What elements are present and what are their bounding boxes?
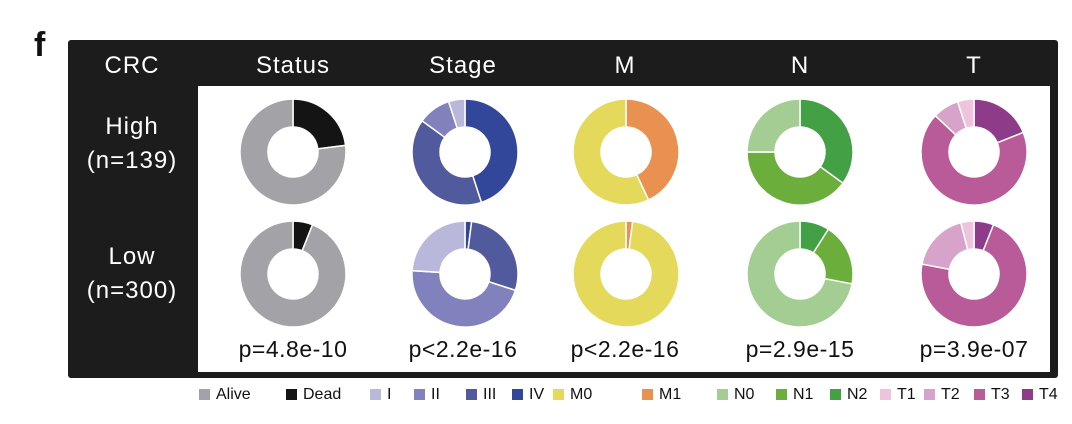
legend-item-n1: N1 (776, 386, 813, 404)
legend-swatch-ii (414, 388, 425, 400)
legend-label-t1: T1 (897, 386, 916, 403)
slice-high-n-n1 (746, 151, 844, 206)
legend-label-m0: M0 (570, 386, 593, 403)
donut-high-stage (411, 98, 519, 206)
p-value-stage: p<2.2e-16 (408, 336, 518, 362)
slice-high-m-m1 (625, 98, 680, 201)
legend-item-m0: M0 (553, 386, 592, 404)
legend-item-i: I (370, 386, 391, 404)
donut-low-n (746, 220, 854, 328)
p-value-m: p<2.2e-16 (570, 336, 680, 362)
slice-high-n-n2 (799, 98, 854, 185)
panel-letter: f (34, 26, 46, 64)
donut-low-t (920, 220, 1028, 328)
slice-low-stage-ii (411, 269, 517, 328)
legend-item-t1: T1 (880, 386, 916, 404)
legend-item-dead: Dead (286, 386, 341, 404)
legend-item-n0: N0 (717, 386, 754, 404)
legend-swatch-alive (199, 388, 210, 400)
legend-label-n2: N2 (847, 386, 868, 403)
legend-item-iii: III (466, 386, 496, 404)
legend: Alive Dead I II III IV M0 M1 N0 N1 N2 T1 T2 T3 T4 (0, 386, 1072, 416)
slice-low-stage-iii (467, 220, 519, 292)
legend-swatch-t3 (974, 388, 985, 400)
legend-label-dead: Dead (303, 386, 342, 403)
p-value-t: p=3.9e-07 (919, 336, 1029, 362)
legend-swatch-n0 (717, 388, 728, 400)
legend-label-ii: II (431, 386, 440, 403)
legend-swatch-n2 (830, 388, 841, 400)
p-value-status: p=4.8e-10 (238, 336, 348, 362)
slice-high-t-t3 (920, 114, 1028, 206)
legend-label-iii: III (483, 386, 497, 403)
donut-low-m (572, 220, 680, 328)
legend-item-t3: T3 (974, 386, 1010, 404)
column-header-status: Status (255, 52, 331, 79)
slice-low-status-alive (239, 220, 347, 328)
legend-swatch-iv (512, 388, 523, 400)
column-header-n: N (790, 52, 810, 79)
row-n-low: (n=300) (86, 277, 178, 304)
legend-label-alive: Alive (216, 386, 251, 403)
legend-item-t4: T4 (1022, 386, 1058, 404)
slice-low-t-t3 (920, 223, 1028, 328)
donut-high-n (746, 98, 854, 206)
donut-low-stage (411, 220, 519, 328)
legend-label-i: I (387, 386, 392, 403)
corner-label: CRC (104, 52, 160, 79)
legend-swatch-m0 (553, 388, 564, 400)
slice-low-stage-i (411, 220, 466, 274)
legend-swatch-n1 (776, 388, 787, 400)
legend-label-n0: N0 (734, 386, 755, 403)
donut-low-status (239, 220, 347, 328)
slice-low-m-m0 (572, 220, 680, 328)
row-label-high: High (105, 113, 159, 140)
slice-high-status-dead (292, 98, 347, 150)
legend-swatch-iii (466, 388, 477, 400)
legend-item-t2: T2 (924, 386, 960, 404)
column-header-m: M (614, 52, 636, 79)
legend-label-n1: N1 (793, 386, 814, 403)
slice-high-stage-i (447, 98, 466, 130)
legend-item-ii: II (414, 386, 440, 404)
legend-swatch-t2 (924, 388, 935, 400)
donut-high-m (572, 98, 680, 206)
slice-low-n-n0 (746, 220, 853, 328)
legend-item-m1: M1 (642, 386, 681, 404)
legend-label-t4: T4 (1039, 386, 1058, 403)
legend-swatch-m1 (642, 388, 653, 400)
legend-swatch-t4 (1022, 388, 1033, 400)
legend-swatch-i (370, 388, 381, 400)
slice-high-stage-iv (464, 98, 519, 204)
legend-label-t2: T2 (941, 386, 960, 403)
slice-high-n-n0 (746, 98, 801, 153)
row-label-low: Low (108, 243, 156, 270)
donut-high-t (920, 98, 1028, 206)
legend-swatch-dead (286, 388, 297, 400)
slice-low-t-t1 (959, 220, 975, 251)
slice-high-status-alive (239, 98, 347, 206)
slice-low-t-t2 (921, 221, 969, 271)
donut-high-status (239, 98, 347, 206)
legend-label-t3: T3 (991, 386, 1010, 403)
legend-item-alive: Alive (199, 386, 251, 404)
legend-item-n2: N2 (830, 386, 867, 404)
slice-high-t-t1 (956, 98, 975, 130)
column-header-stage: Stage (429, 52, 497, 79)
slice-high-m-m0 (572, 98, 650, 206)
row-n-high: (n=139) (86, 147, 178, 174)
column-header-t: T (966, 52, 982, 79)
p-value-n: p=2.9e-15 (745, 336, 855, 362)
legend-swatch-t1 (880, 388, 891, 400)
legend-item-iv: IV (512, 386, 544, 404)
legend-label-m1: M1 (659, 386, 682, 403)
legend-label-iv: IV (529, 386, 545, 403)
slice-high-stage-iii (411, 119, 483, 206)
